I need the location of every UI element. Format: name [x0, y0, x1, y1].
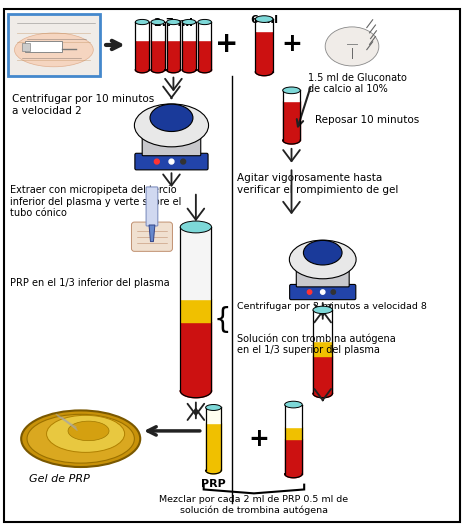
Ellipse shape: [46, 415, 125, 452]
Circle shape: [307, 290, 312, 294]
Polygon shape: [206, 470, 221, 474]
Circle shape: [155, 159, 159, 164]
Ellipse shape: [285, 401, 302, 408]
Ellipse shape: [15, 33, 93, 67]
FancyBboxPatch shape: [131, 222, 173, 251]
Text: Gel de PRP: Gel de PRP: [29, 474, 90, 484]
Ellipse shape: [303, 241, 342, 265]
Ellipse shape: [151, 20, 164, 24]
Ellipse shape: [206, 405, 221, 410]
Polygon shape: [180, 391, 211, 398]
Text: 2.7 ml: 2.7 ml: [154, 18, 193, 28]
Ellipse shape: [283, 87, 301, 93]
Text: 1.5 ml de Gluconato
de calcio al 10%: 1.5 ml de Gluconato de calcio al 10%: [308, 73, 407, 95]
Ellipse shape: [136, 20, 149, 24]
Ellipse shape: [289, 240, 356, 279]
Polygon shape: [149, 225, 155, 242]
Ellipse shape: [325, 27, 379, 66]
Ellipse shape: [313, 306, 332, 314]
FancyBboxPatch shape: [135, 153, 208, 170]
Bar: [8, 14, 100, 76]
Text: +: +: [249, 427, 270, 451]
Text: +: +: [215, 30, 239, 58]
Ellipse shape: [150, 104, 193, 132]
FancyBboxPatch shape: [296, 269, 349, 287]
Text: PRP en el 1/3 inferior del plasma: PRP en el 1/3 inferior del plasma: [10, 278, 170, 288]
Polygon shape: [166, 70, 180, 73]
Ellipse shape: [27, 414, 135, 463]
Text: {: {: [213, 306, 231, 334]
FancyBboxPatch shape: [142, 136, 201, 156]
Text: Mezclar por cada 2 ml de PRP 0.5 ml de
solución de trombina autógena: Mezclar por cada 2 ml de PRP 0.5 ml de s…: [159, 495, 348, 515]
Text: Agitar vigorosamente hasta
verificar el rompimiento de gel: Agitar vigorosamente hasta verificar el …: [237, 173, 398, 195]
FancyBboxPatch shape: [146, 187, 158, 226]
Ellipse shape: [21, 410, 140, 467]
Ellipse shape: [135, 104, 209, 147]
Polygon shape: [255, 72, 273, 76]
Text: +: +: [281, 32, 302, 56]
Polygon shape: [151, 70, 164, 73]
Bar: [22, 44, 30, 51]
Polygon shape: [283, 140, 301, 144]
Circle shape: [331, 290, 336, 294]
Text: PRP: PRP: [201, 479, 226, 489]
Polygon shape: [198, 70, 211, 73]
Text: Centrifugar por 3 minutos a velocidad 8: Centrifugar por 3 minutos a velocidad 8: [237, 302, 427, 311]
Polygon shape: [136, 70, 149, 73]
Polygon shape: [313, 393, 332, 398]
Ellipse shape: [255, 16, 273, 22]
Ellipse shape: [182, 20, 196, 24]
Circle shape: [320, 290, 325, 294]
Text: Reposar 10 minutos: Reposar 10 minutos: [315, 115, 419, 125]
Polygon shape: [285, 474, 302, 478]
Text: Centrifugar por 10 minutos
a velocidad 2: Centrifugar por 10 minutos a velocidad 2: [12, 94, 155, 116]
Text: Solución con trombina autógena
en el 1/3 superior del plasma: Solución con trombina autógena en el 1/3…: [237, 333, 396, 355]
Ellipse shape: [198, 20, 211, 24]
Text: 6 ml: 6 ml: [251, 15, 278, 25]
FancyBboxPatch shape: [290, 285, 356, 299]
Polygon shape: [182, 70, 196, 73]
Text: Extraer con micropipeta del tercio
inferior del plasma y verte sobre el
tubo cón: Extraer con micropipeta del tercio infer…: [10, 185, 182, 218]
Circle shape: [181, 159, 186, 164]
Ellipse shape: [68, 421, 109, 441]
Bar: [25, 40, 62, 53]
Ellipse shape: [166, 20, 180, 24]
Circle shape: [169, 159, 174, 164]
Ellipse shape: [180, 221, 211, 233]
